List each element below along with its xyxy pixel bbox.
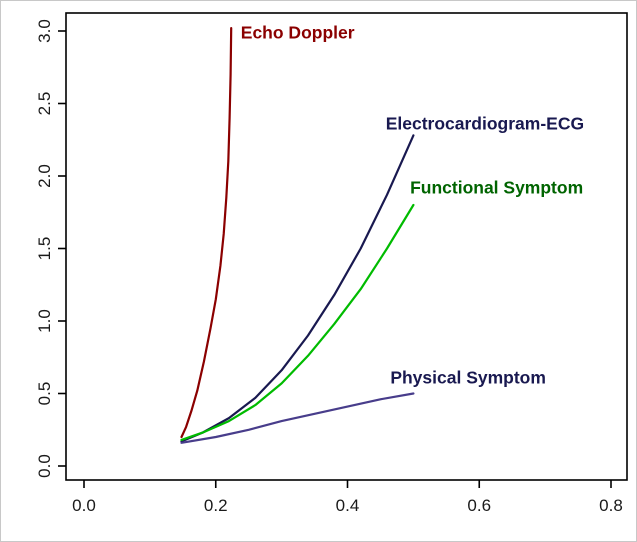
- series-line-physical-symptom: [180, 392, 415, 444]
- y-axis-tick-label: 0.5: [35, 382, 54, 406]
- series-label-physical-symptom: Physical Symptom: [390, 367, 546, 387]
- series-line-functional-symptom: [180, 203, 415, 441]
- y-axis-tick-label: 1.5: [35, 237, 54, 261]
- series-line-echo-doppler: [180, 27, 233, 439]
- series-line-electrocardiogram-ecg: [180, 134, 415, 443]
- y-axis-tick-label: 0.0: [35, 454, 54, 478]
- x-axis-tick-label: 0.6: [467, 496, 491, 515]
- y-axis-tick-label: 3.0: [35, 19, 54, 43]
- series-label-functional-symptom: Functional Symptom: [410, 177, 583, 197]
- y-axis-tick-label: 1.0: [35, 309, 54, 333]
- x-axis-tick-label: 0.2: [204, 496, 228, 515]
- y-axis-tick-label: 2.0: [35, 164, 54, 188]
- series-label-echo-doppler: Echo Doppler: [241, 22, 355, 42]
- series-label-electrocardiogram-ecg: Electrocardiogram-ECG: [386, 114, 584, 134]
- x-axis-tick-label: 0.0: [72, 496, 96, 515]
- x-axis-tick-label: 0.8: [599, 496, 623, 515]
- y-axis-tick-label: 2.5: [35, 92, 54, 116]
- plot-border: [65, 12, 628, 481]
- x-axis-tick-label: 0.4: [336, 496, 360, 515]
